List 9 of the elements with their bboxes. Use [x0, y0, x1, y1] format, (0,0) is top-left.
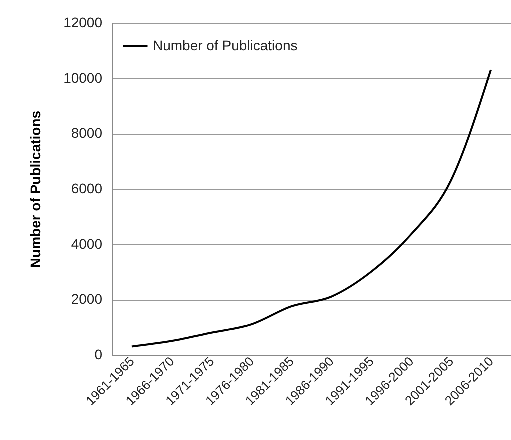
y-tick-label: 12000	[64, 14, 103, 30]
y-axis-title: Number of Publications	[28, 110, 44, 268]
line-series	[130, 69, 492, 348]
legend-label: Number of Publications	[153, 38, 298, 54]
y-tick-label: 4000	[71, 236, 103, 252]
y-tick-label: 2000	[71, 291, 103, 308]
y-tick-label: 8000	[71, 125, 103, 142]
y-tick-label: 6000	[71, 180, 103, 196]
y-tick-label: 10000	[64, 70, 103, 86]
